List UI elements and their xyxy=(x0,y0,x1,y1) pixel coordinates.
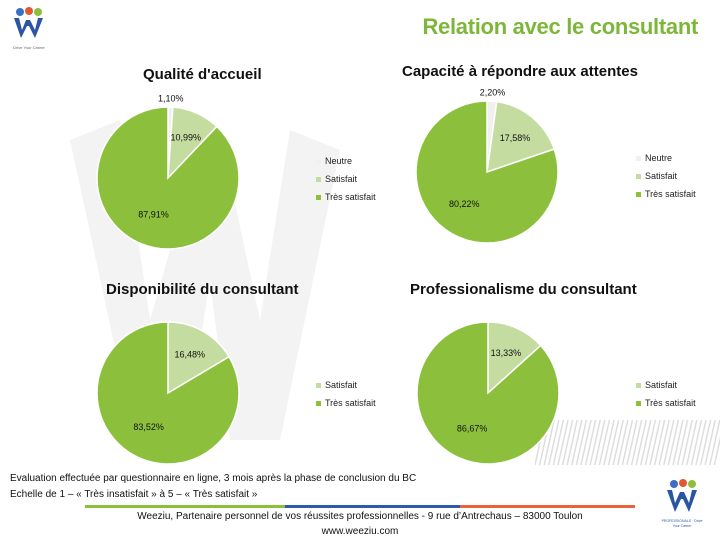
logo-mark-icon xyxy=(14,7,43,38)
data-label: 10,99% xyxy=(170,133,201,143)
legend-item-tres-satisfait: Très satisfait xyxy=(636,185,696,203)
data-label: 13,33% xyxy=(491,348,522,358)
legend-label: Très satisfait xyxy=(325,398,376,408)
data-label: 2,20% xyxy=(480,88,506,98)
footer-line-green xyxy=(85,505,285,508)
legend-item-satisfait: Satisfait xyxy=(636,376,696,394)
legend-item-neutre: Neutre xyxy=(316,152,376,170)
data-label: 83,52% xyxy=(133,422,164,432)
legend-label: Très satisfait xyxy=(645,189,696,199)
pie-slice-tr-s-satisfait xyxy=(416,321,560,465)
legend-professionalisme: Satisfait Très satisfait xyxy=(636,376,696,412)
website-link[interactable]: www.weeziu.com xyxy=(321,526,399,537)
page-title: Relation avec le consultant xyxy=(422,14,698,39)
legend-item-tres-satisfait: Très satisfait xyxy=(316,394,376,412)
swatch-tres-satisfait xyxy=(316,194,321,200)
legend-label: Satisfait xyxy=(645,171,678,181)
chart-title-qualite: Qualité d'accueil xyxy=(143,66,262,83)
swatch-satisfait xyxy=(636,173,641,179)
legend-label: Neutre xyxy=(325,156,353,166)
stripes-decoration xyxy=(535,419,720,466)
data-label: 17,58% xyxy=(500,133,531,143)
legend-capacite: Neutre Satisfait Très satisfait xyxy=(636,149,696,203)
swatch-tres-satisfait xyxy=(636,400,641,406)
swatch-neutre xyxy=(636,155,641,161)
pie-slice-tr-s-satisfait xyxy=(96,321,240,465)
chart-title-disponibilite: Disponibilité du consultant xyxy=(106,281,299,298)
swatch-neutre xyxy=(316,158,321,164)
company-address: Weeziu, Partenaire personnel de vos réus… xyxy=(137,511,583,522)
chart-title-professionalisme: Professionalisme du consultant xyxy=(410,281,637,298)
legend-label: Très satisfait xyxy=(645,398,696,408)
legend-item-satisfait: Satisfait xyxy=(636,167,696,185)
legend-item-tres-satisfait: Très satisfait xyxy=(316,188,376,206)
swatch-tres-satisfait xyxy=(316,400,321,406)
legend-item-satisfait: Satisfait xyxy=(316,376,376,394)
footer-line-blue xyxy=(285,505,460,508)
logo-mark-icon xyxy=(667,479,697,512)
data-label: 16,48% xyxy=(175,350,206,360)
swatch-satisfait xyxy=(636,382,641,388)
legend-label: Très satisfait xyxy=(325,192,376,202)
data-label: 87,91% xyxy=(138,209,169,219)
logo-tagline: Drive Your Career xyxy=(13,45,45,50)
pie-slice-tr-s-satisfait xyxy=(96,106,240,250)
pie-slice-satisfait xyxy=(167,321,231,395)
data-label: 80,22% xyxy=(449,199,480,209)
data-label: 1,10% xyxy=(158,94,184,104)
legend-label: Satisfait xyxy=(645,380,678,390)
chart-title-capacite: Capacité à répondre aux attentes xyxy=(402,63,638,80)
legend-disponibilite: Satisfait Très satisfait xyxy=(316,376,376,412)
swatch-satisfait xyxy=(316,382,321,388)
legend-label: Satisfait xyxy=(325,174,358,184)
swatch-tres-satisfait xyxy=(636,191,641,197)
legend-label: Satisfait xyxy=(325,380,358,390)
legend-item-tres-satisfait: Très satisfait xyxy=(636,394,696,412)
footer-logo-tagline: PROFESSIONALS · Drive Your Career xyxy=(661,519,703,528)
legend-label: Neutre xyxy=(645,153,673,163)
footer-line-orange xyxy=(460,505,635,508)
brand-logo: Drive Your Career xyxy=(8,6,50,50)
legend-item-neutre: Neutre xyxy=(636,149,696,167)
pie-slice-satisfait xyxy=(487,321,542,395)
scale-note: Echelle de 1 – « Très insatisfait » à 5 … xyxy=(10,489,258,500)
swatch-satisfait xyxy=(316,176,321,182)
footer-logo: PROFESSIONALS · Drive Your Career xyxy=(660,478,704,528)
evaluation-note: Evaluation effectuée par questionnaire e… xyxy=(10,473,417,484)
data-label: 86,67% xyxy=(457,424,488,434)
pie-slice-tr-s-satisfait xyxy=(415,100,559,244)
legend-item-satisfait: Satisfait xyxy=(316,170,376,188)
legend-qualite: Neutre Satisfait Très satisfait xyxy=(316,152,376,206)
